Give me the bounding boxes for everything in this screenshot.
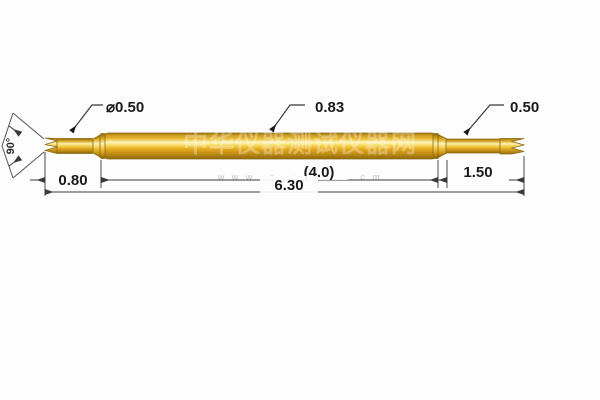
right-crown-tip bbox=[499, 138, 526, 155]
dimension-overall-length: 6.30 bbox=[44, 176, 525, 196]
left-tip-leader-line bbox=[69, 104, 103, 134]
angle-label: 90° bbox=[5, 138, 17, 155]
dim-label-150: 1.50 bbox=[463, 164, 492, 181]
extension-lines bbox=[44, 152, 525, 196]
dim-label-40-backdrop bbox=[290, 163, 348, 180]
probe-pin-body bbox=[43, 132, 526, 160]
callout-right-tip-diameter: 0.50 bbox=[463, 99, 539, 136]
right-tip-leader-line bbox=[463, 104, 504, 136]
barrel-diameter-label: 0.83 bbox=[315, 99, 344, 116]
callout-barrel-diameter: 0.83 bbox=[269, 99, 344, 133]
right-plunger-shaft bbox=[445, 138, 503, 154]
dimension-right-tip-length: 1.50 bbox=[432, 164, 525, 184]
dim-label-080: 0.80 bbox=[58, 172, 87, 189]
dim-label-630: 6.30 bbox=[274, 177, 303, 194]
callout-left-tip-diameter: ⌀0.50 bbox=[69, 99, 144, 134]
barrel-leader-line bbox=[269, 104, 305, 133]
right-tip-diameter-label: 0.50 bbox=[510, 99, 539, 116]
angle-arc-chord-lower bbox=[1, 145, 14, 179]
watermark-brand-text: 中华仪器测试仪器网 bbox=[183, 129, 417, 158]
left-plunger-shaft bbox=[56, 138, 96, 154]
angle-upper-leg bbox=[12, 112, 45, 140]
angle-arc-chord-upper bbox=[1, 112, 14, 147]
angle-arrow-upper bbox=[8, 125, 23, 137]
angle-annotation-group: 90° bbox=[1, 112, 45, 179]
angle-arrow-lower bbox=[8, 155, 23, 167]
left-tip-diameter-label: ⌀0.50 bbox=[106, 99, 144, 116]
dim-label-630-backdrop bbox=[260, 176, 318, 193]
angle-lower-leg bbox=[12, 151, 45, 179]
